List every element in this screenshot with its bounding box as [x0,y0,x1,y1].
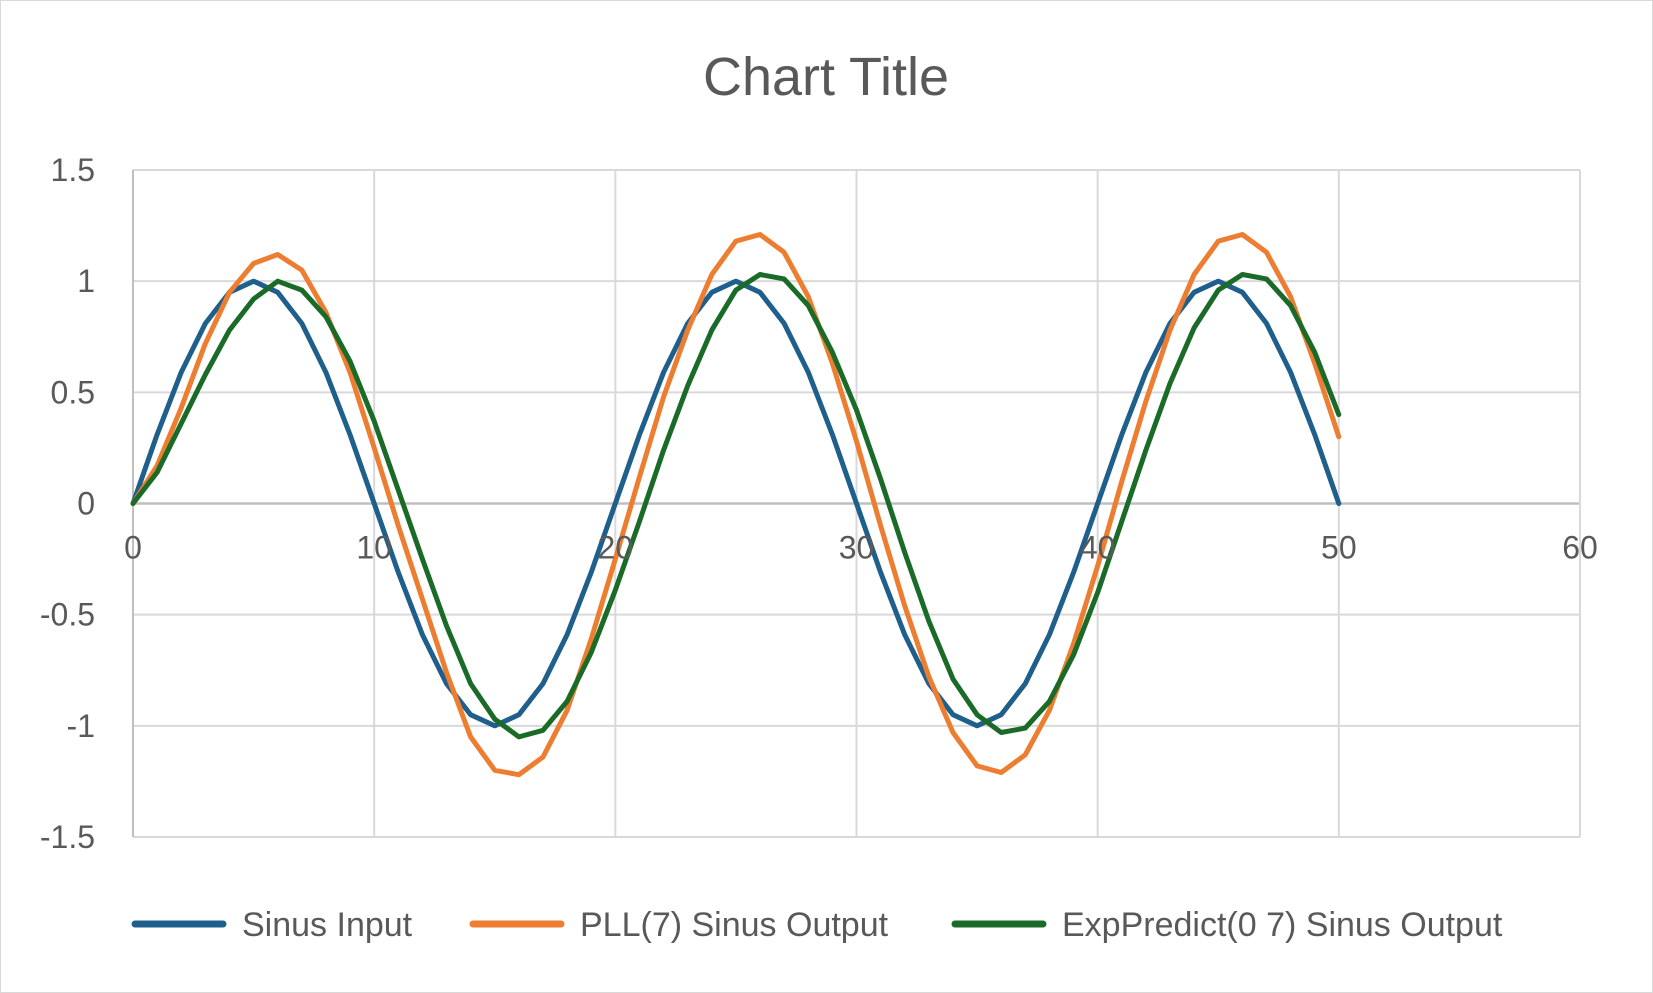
series-line-1 [130,278,1342,729]
y-tick-label: 1 [77,263,95,299]
series-line-3 [130,272,1342,740]
legend: Sinus Input PLL(7) Sinus Output ExpPredict… [131,906,1503,944]
y-tick-label: 1.5 [51,152,95,188]
y-tick-label: 0 [77,486,95,522]
x-tick-labels: 0 10 20 30 40 50 60 [124,530,1598,566]
x-tick-label: 10 [356,530,392,566]
x-tick-label: 40 [1080,530,1116,566]
y-tick-label: 0.5 [51,374,95,410]
x-tick-label: 60 [1562,530,1598,566]
y-tick-label: -0.5 [40,597,95,633]
legend-label-3: ExpPredict(0 7) Sinus Output [1062,906,1503,944]
y-tick-label: -1 [67,708,95,744]
y-tick-label: -1.5 [40,819,95,855]
chart-title: Chart Title [703,47,949,107]
x-tick-label: 30 [839,530,875,566]
x-tick-label: 0 [124,530,142,566]
x-tick-label: 50 [1321,530,1357,566]
y-tick-labels: 1.5 1 0.5 0 -0.5 -1 -1.5 [40,152,95,855]
series-lines [130,232,1342,778]
x-tick-label: 20 [598,530,634,566]
legend-label-1: Sinus Input [242,906,413,944]
legend-label-2: PLL(7) Sinus Output [580,906,889,944]
